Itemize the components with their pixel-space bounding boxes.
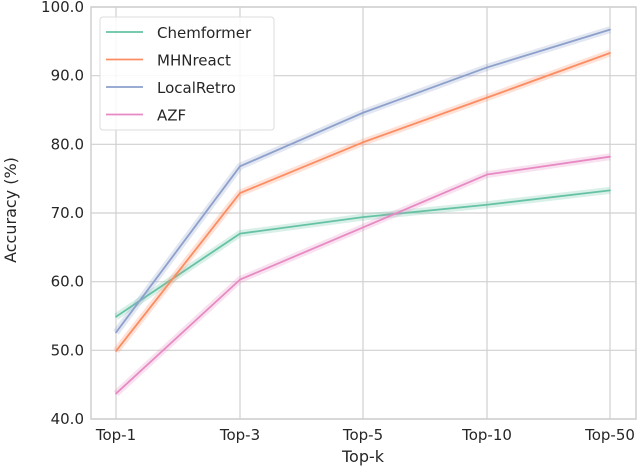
x-tick-label: Top-5	[342, 426, 383, 444]
data-point	[486, 66, 488, 69]
data-point	[115, 331, 117, 334]
legend-label: Chemformer	[157, 24, 252, 42]
data-point	[239, 278, 241, 281]
legend-box	[99, 16, 275, 131]
data-point	[609, 189, 611, 192]
data-point	[609, 52, 611, 54]
y-tick-label: 70.0	[51, 204, 84, 222]
data-point	[609, 28, 611, 31]
legend-label: AZF	[157, 107, 186, 125]
x-tick-label: Top-10	[461, 426, 512, 444]
x-tick-label: Top-3	[219, 426, 260, 444]
data-point	[362, 216, 364, 219]
y-tick-label: 100.0	[41, 0, 84, 16]
y-tick-label: 80.0	[51, 135, 84, 153]
y-tick-label: 50.0	[51, 341, 84, 359]
plot-frame	[90, 6, 637, 420]
x-tick-label: Top-50	[584, 426, 635, 444]
data-point	[362, 226, 364, 229]
x-tick-label: Top-1	[95, 426, 136, 444]
legend: Chemformer MHNreact LocalRetro AZF	[99, 16, 275, 131]
data-point	[486, 96, 488, 99]
x-axis-label: Top-k	[341, 447, 385, 466]
y-tick-label: 60.0	[51, 273, 84, 291]
data-point	[486, 173, 488, 176]
data-point	[239, 192, 241, 194]
data-point	[115, 350, 117, 352]
data-point	[239, 232, 241, 235]
legend-label: MHNreact	[157, 52, 231, 70]
data-point	[239, 165, 241, 168]
y-tick-label: 90.0	[51, 67, 84, 85]
data-point	[486, 203, 488, 206]
y-axis-label: Accuracy (%)	[1, 157, 20, 263]
legend-label: LocalRetro	[157, 79, 236, 97]
y-tick-label: 40.0	[51, 410, 84, 428]
data-point	[115, 392, 117, 395]
data-point	[362, 111, 364, 114]
data-point	[362, 141, 364, 144]
data-point	[115, 315, 117, 318]
data-point	[609, 155, 611, 158]
